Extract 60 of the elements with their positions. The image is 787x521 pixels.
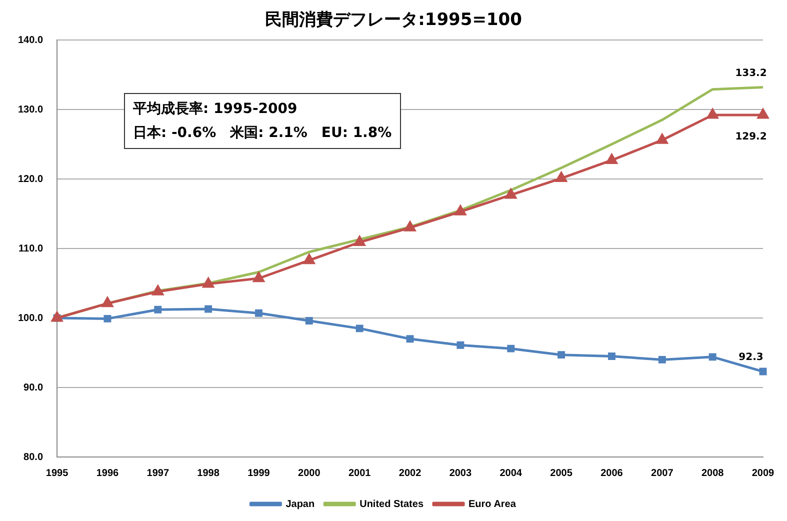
x-tick-label: 2001 bbox=[348, 468, 372, 479]
point bbox=[406, 335, 414, 343]
annotation: 平均成長率: 1995-2009 bbox=[133, 100, 298, 119]
x-tick-label: 2006 bbox=[600, 468, 624, 479]
y-tick-label: 80.0 bbox=[24, 452, 44, 463]
x-tick-label: 1996 bbox=[96, 468, 120, 479]
point bbox=[404, 221, 416, 232]
y-tick-label: 90.0 bbox=[24, 382, 44, 394]
point bbox=[759, 368, 767, 376]
x-tick-label: 2008 bbox=[701, 468, 724, 479]
point bbox=[507, 344, 515, 352]
point bbox=[152, 285, 164, 296]
point bbox=[104, 314, 112, 322]
point bbox=[51, 312, 63, 322]
point bbox=[356, 324, 364, 332]
point bbox=[708, 353, 716, 361]
x-tick-label: 1995 bbox=[46, 468, 69, 479]
point bbox=[102, 297, 114, 308]
point bbox=[656, 134, 668, 144]
point bbox=[454, 205, 466, 216]
point bbox=[354, 236, 366, 246]
x-tick-label: 1997 bbox=[146, 468, 170, 479]
point bbox=[558, 351, 566, 359]
point bbox=[154, 306, 162, 314]
x-tick-label: 2003 bbox=[449, 468, 472, 479]
y-tick-label: 120.0 bbox=[18, 174, 44, 185]
point bbox=[305, 317, 313, 325]
point bbox=[556, 172, 567, 182]
point bbox=[304, 254, 315, 264]
legend-label: Japan bbox=[286, 498, 315, 510]
x-tick-label: 2004 bbox=[500, 468, 522, 479]
x-tick-label: 2009 bbox=[752, 468, 775, 479]
point bbox=[757, 108, 769, 119]
x-tick-label: 1998 bbox=[197, 468, 220, 479]
point bbox=[606, 154, 618, 164]
y-tick-label: 100.0 bbox=[18, 312, 44, 324]
legend-label: Euro Area bbox=[468, 498, 516, 510]
x-tick-label: 2005 bbox=[550, 468, 573, 479]
legend-label: United States bbox=[360, 498, 424, 510]
point bbox=[456, 341, 464, 349]
point bbox=[706, 108, 718, 119]
point bbox=[255, 309, 262, 317]
y-tick-label: 110.0 bbox=[18, 243, 44, 254]
point bbox=[608, 352, 616, 360]
x-tick-label: 2002 bbox=[398, 468, 422, 479]
x-tick-label: 2000 bbox=[298, 468, 321, 479]
point bbox=[505, 188, 516, 199]
point bbox=[204, 305, 212, 313]
annotation: 日本: -0.6% 米国: 2.1% EU: 1.8% bbox=[133, 124, 392, 143]
data-label: 133.2 bbox=[735, 68, 767, 79]
point bbox=[253, 272, 264, 282]
point bbox=[658, 356, 666, 364]
x-tick-label: 2007 bbox=[651, 468, 674, 479]
y-tick-label: 130.0 bbox=[18, 104, 44, 116]
chart-title: 民間消費デフレータ:1995=100 bbox=[264, 9, 523, 31]
data-label: 92.3 bbox=[738, 352, 764, 364]
x-tick-label: 1999 bbox=[248, 468, 270, 479]
y-tick-label: 140.0 bbox=[18, 34, 44, 46]
point bbox=[202, 278, 214, 288]
data-label: 129.2 bbox=[735, 132, 767, 143]
